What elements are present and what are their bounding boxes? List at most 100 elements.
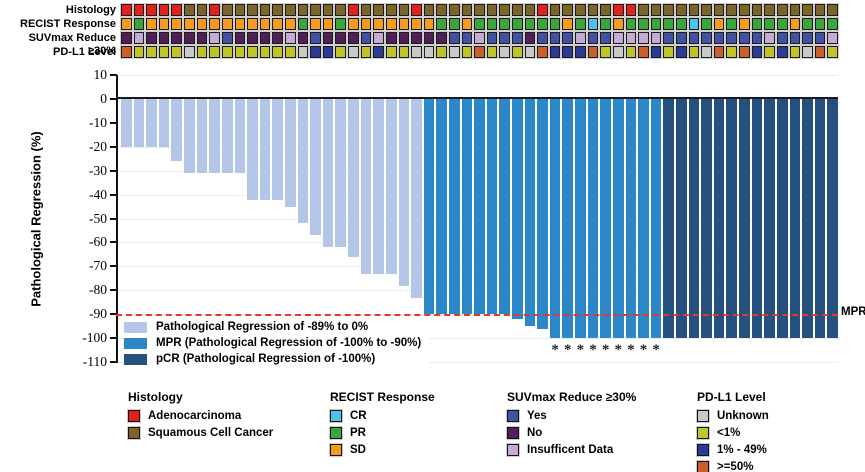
annotation-cell [436, 32, 447, 44]
legend-item: 1% - 49% [697, 441, 769, 458]
legend-item-label: Yes [527, 409, 547, 422]
bar [284, 99, 296, 207]
annotation-cell [625, 18, 637, 30]
y-tick-label: -50 [89, 210, 107, 226]
annotation-row-cells [121, 4, 838, 16]
bar [184, 99, 195, 174]
annotation-cell [284, 32, 296, 44]
annotation-cell [625, 46, 637, 58]
legend-item: Adenocarcinoma [128, 407, 273, 424]
annotation-cell [348, 32, 359, 44]
bar-series [121, 99, 838, 339]
y-tick [110, 74, 117, 76]
gridline [118, 75, 838, 76]
bar [802, 99, 813, 339]
annotation-cell [335, 46, 347, 58]
legend-swatch [697, 426, 709, 439]
annotation-cell [411, 32, 422, 44]
annotation-cell [385, 4, 397, 16]
annotation-cell [474, 32, 485, 44]
annotation-cell [814, 4, 826, 16]
asterisk-cell: * [627, 342, 635, 358]
asterisk-cell [474, 342, 485, 358]
bar [121, 99, 132, 147]
bar [486, 99, 498, 315]
gridline [118, 338, 838, 339]
annotation-cell [158, 18, 170, 30]
bar [562, 99, 574, 339]
annotation-cell [524, 46, 536, 58]
annotation-cell [284, 4, 296, 16]
legend-swatch [507, 426, 519, 439]
bar [221, 99, 233, 174]
legend-item: >=50% [697, 458, 769, 472]
plot-legend-label: Pathological Regression of -89% to 0% [156, 321, 369, 333]
annotation-cell [688, 4, 700, 16]
legend-item: CR [330, 407, 435, 424]
bar [663, 99, 675, 339]
legend-swatch [507, 443, 519, 456]
legend-group-title: RECIST Response [330, 390, 435, 404]
plot-legend-swatch [124, 337, 147, 349]
annotation-cell [411, 18, 422, 30]
annotation-cell [474, 18, 485, 30]
annotation-cell [512, 4, 523, 16]
y-tick-label: -60 [89, 234, 107, 250]
legend-item: Squamous Cell Cancer [128, 424, 273, 441]
regression-legend: Pathological Regression of -89% to 0% MPR… [124, 319, 430, 367]
annotation-cell [600, 46, 611, 58]
annotation-cell [335, 4, 347, 16]
bar [499, 99, 511, 315]
asterisk-annotations: * * * * * * * * * [121, 342, 838, 358]
bar [600, 99, 611, 339]
annotation-cell [146, 32, 157, 44]
y-tick-label: -80 [89, 282, 107, 298]
y-tick [110, 241, 117, 244]
annotation-cell [562, 18, 574, 30]
annotation-cell [612, 46, 624, 58]
annotation-cell [739, 32, 750, 44]
annotation-cell [638, 32, 649, 44]
bar [537, 99, 548, 329]
annotation-cell [663, 18, 675, 30]
bar [789, 99, 801, 339]
annotation-cell [575, 4, 586, 16]
legend-group-recist-response: RECIST Response CR PR SD [330, 390, 435, 458]
legend-item-label: No [527, 426, 543, 439]
zero-baseline [116, 97, 838, 99]
annotation-cell [234, 32, 246, 44]
asterisk-cell [689, 342, 700, 358]
annotation-cell [537, 32, 548, 44]
y-tick-label: -30 [89, 162, 107, 178]
annotation-cell [423, 32, 435, 44]
annotation-cell [423, 18, 435, 30]
asterisk-cell [499, 342, 510, 358]
asterisk-cell [739, 342, 750, 358]
annotation-cell [411, 4, 422, 16]
asterisk-cell: * [652, 342, 660, 358]
legend-group-title: SUVmax Reduce ≥30% [507, 390, 637, 404]
legend-swatch [697, 460, 709, 472]
bar [512, 99, 523, 319]
bar [411, 99, 422, 298]
asterisk-cell [525, 342, 536, 358]
annotation-cell [650, 46, 662, 58]
annotation-cell [322, 4, 334, 16]
annotation-cell [612, 4, 624, 16]
annotation-cell [133, 18, 145, 30]
annotation-cell [247, 32, 258, 44]
annotation-cell [310, 4, 321, 16]
annotation-cell [587, 32, 599, 44]
bar [688, 99, 700, 339]
annotation-cell [776, 46, 788, 58]
annotation-row-label: SUVmax Reduce ≥30% [28, 32, 116, 57]
annotation-cell [461, 32, 473, 44]
plot-legend-label: pCR (Pathological Regression of -100%) [156, 353, 376, 365]
y-tick [110, 169, 117, 172]
annotation-cell [663, 4, 675, 16]
asterisk-cell [676, 342, 687, 358]
legend-swatch [507, 409, 519, 422]
bar [587, 99, 599, 339]
annotation-cell [549, 18, 561, 30]
y-tick [110, 265, 117, 268]
